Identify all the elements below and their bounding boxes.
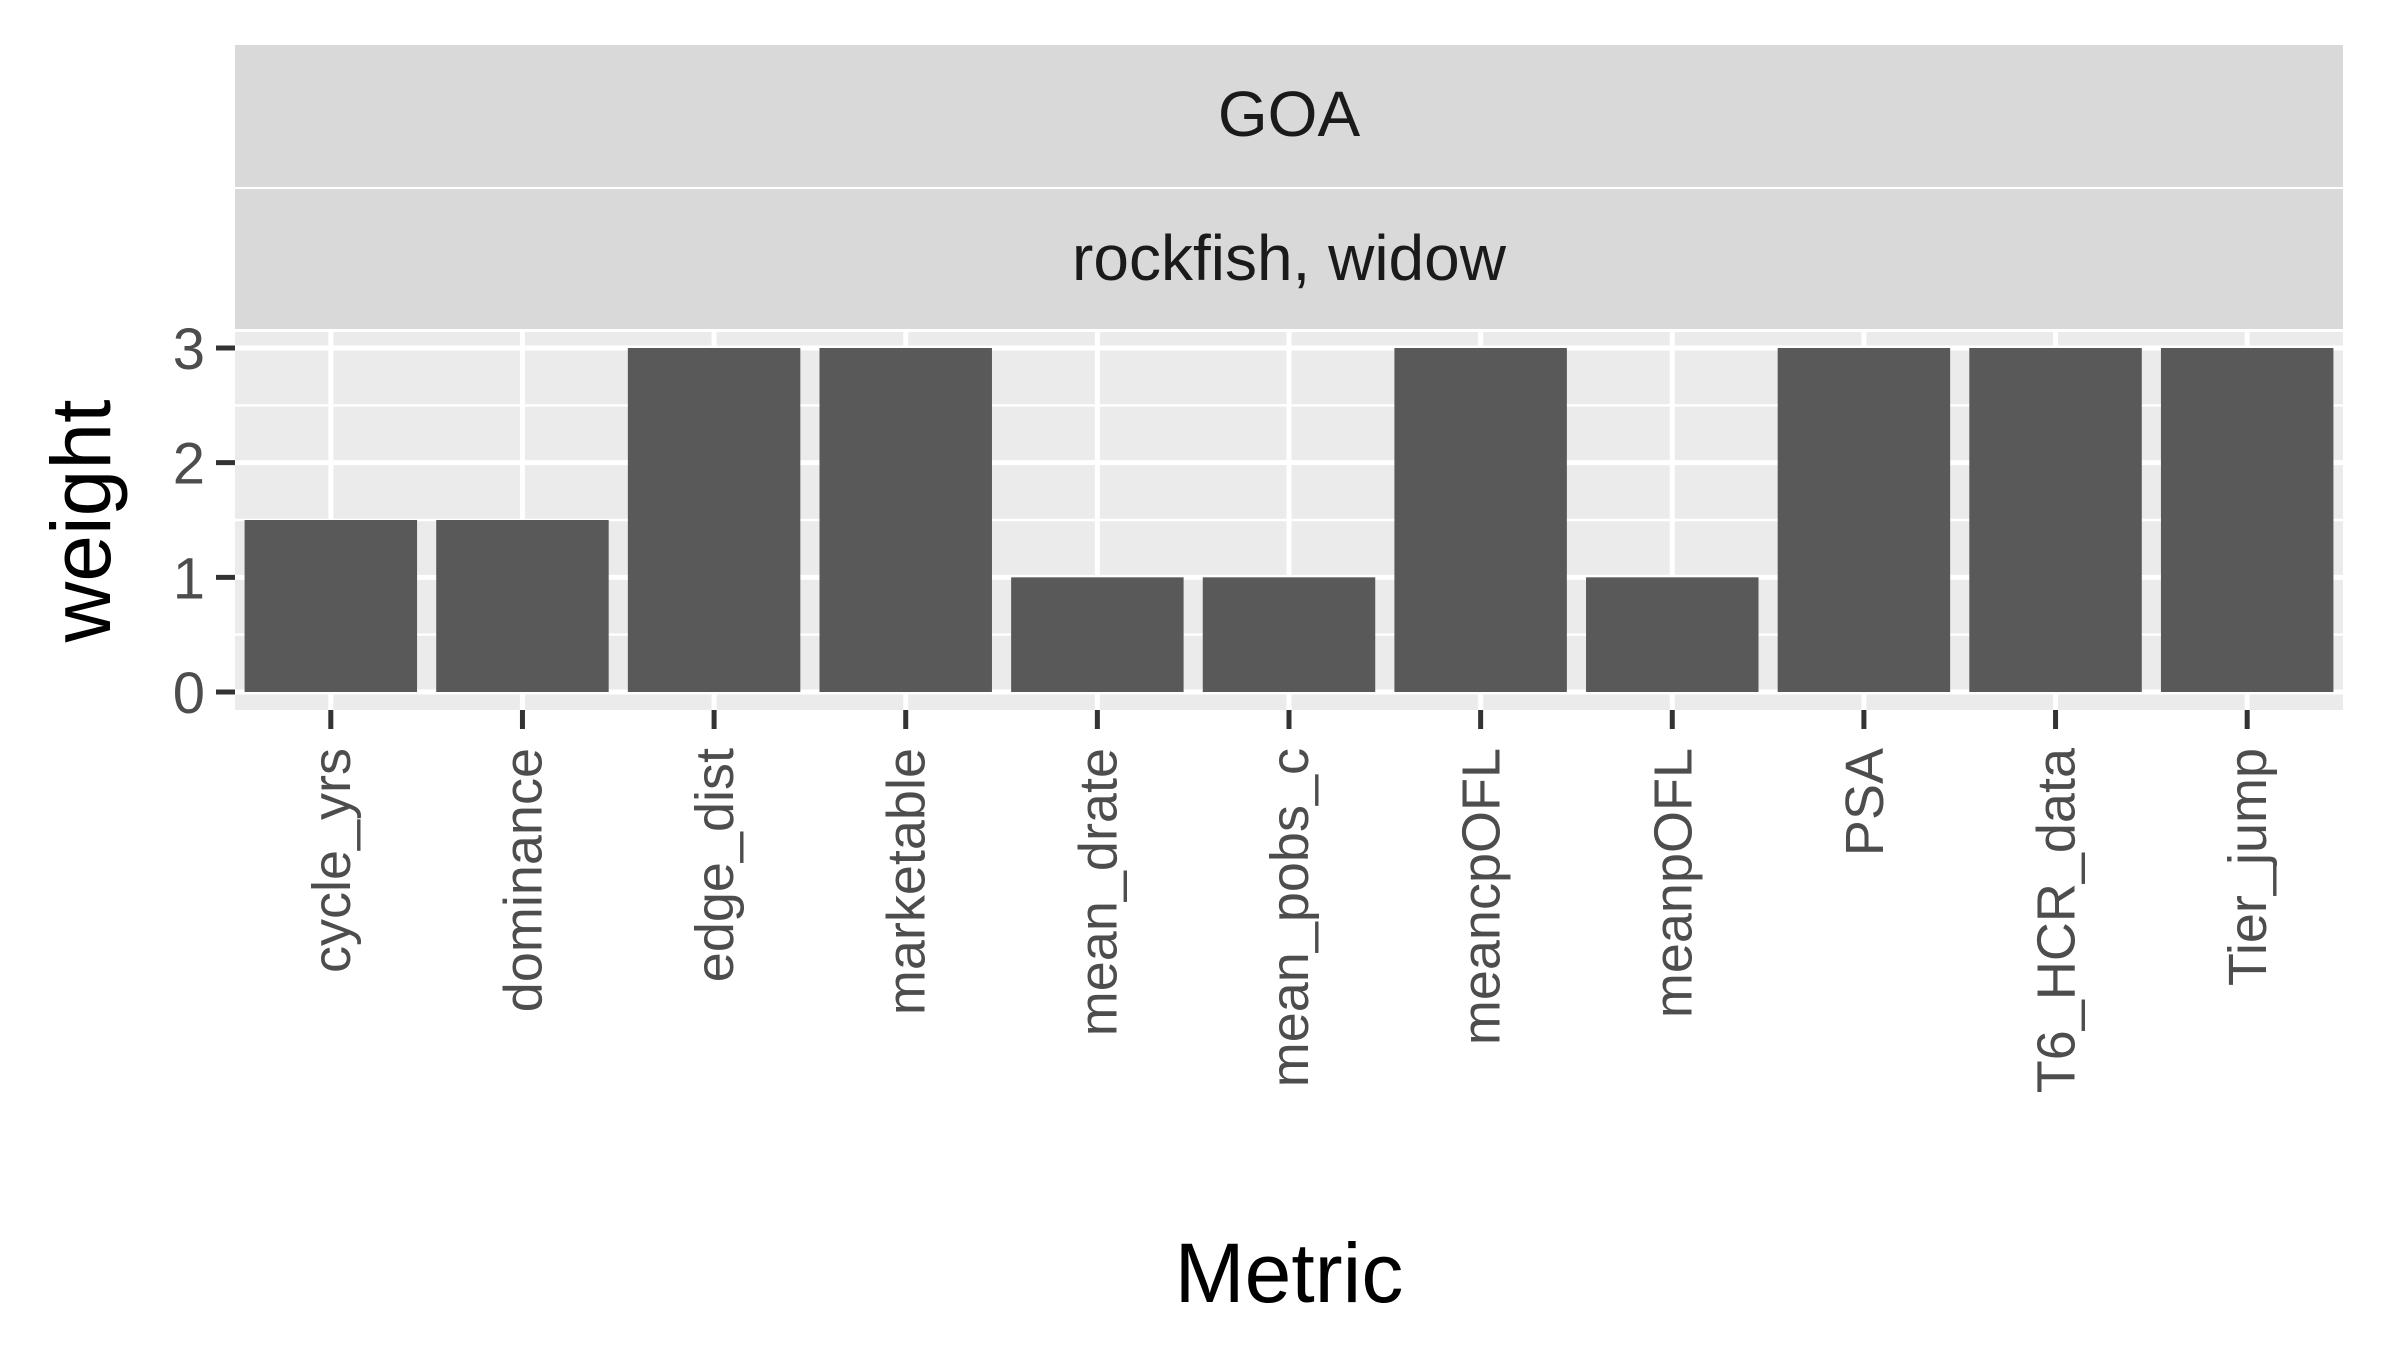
bar-edge_dist [627,348,801,692]
x-tick-label: dominance [493,748,553,1012]
bars [244,348,2334,692]
x-tick-label: marketable [877,748,937,1015]
bar-marketable [819,348,992,692]
y-axis-title: weight [34,400,128,644]
bar-meancpOFL [1394,348,1567,692]
y-tick-label: 2 [173,432,205,497]
x-tick-label: PSA [1835,748,1895,856]
x-tick-label: Tier_jump [2218,748,2278,986]
x-tick-label: mean_drate [1068,748,1128,1036]
y-tick-label: 1 [173,546,205,611]
bar-mean_drate [1011,577,1184,692]
bar-meanpOFL [1586,577,1759,692]
x-tick-label: cycle_yrs [302,748,362,973]
y-tick-label: 3 [173,317,205,382]
x-tick-label: T6_HCR_data [2027,747,2087,1093]
bar-mean_pobs_c [1202,577,1376,692]
facet-strip-bottom [235,189,2343,329]
x-axis-title: Metric [1175,1226,1404,1320]
x-tick-label: mean_pobs_c [1260,748,1320,1087]
x-tick-label: meancpOFL [1452,748,1512,1045]
bar-T6_HCR_data [1969,348,2142,692]
x-tick-label: meanpOFL [1643,748,1703,1018]
axes: 0 1 2 3 cycle_yrs dominance edge_dist marketabl… [173,317,2278,1093]
bar-PSA [1777,348,1951,692]
y-tick-label: 0 [173,661,205,726]
facet-label-species: rockfish, widow [1072,222,1507,294]
facet-label-region: GOA [1218,78,1361,150]
x-tick-label: edge_dist [685,748,745,982]
bar-cycle_yrs [244,520,418,692]
facet-strip-top [235,45,2343,187]
bar-dominance [436,520,609,692]
bar-Tier_jump [2160,348,2334,692]
